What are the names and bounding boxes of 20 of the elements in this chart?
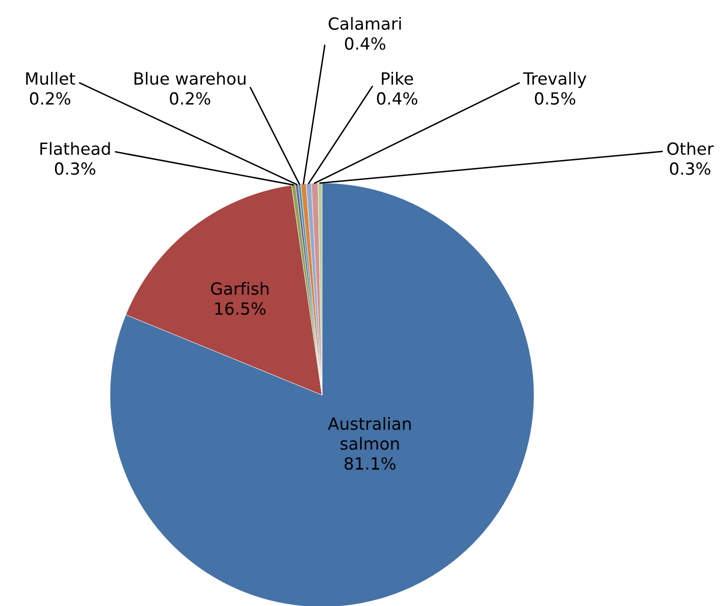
slice-label: Blue warehou — [134, 72, 246, 85]
data-label: 0.3% — [54, 162, 96, 175]
pie-slice — [126, 185, 322, 396]
data-label: 16.5% — [215, 302, 266, 315]
data-label: 81.1% — [344, 457, 396, 470]
data-label: 0.2% — [170, 92, 210, 105]
data-label: 0.5% — [534, 92, 576, 105]
data-label: 0.3% — [670, 162, 710, 175]
slice-label: Trevally — [523, 72, 586, 88]
slice-label: Calamari — [328, 17, 401, 30]
pie-slice — [110, 182, 534, 606]
slice-label: Australian salmon — [328, 417, 411, 450]
slice-label: Pike — [382, 72, 413, 85]
slice-label: Other — [667, 142, 714, 155]
slice-label: Flathead — [40, 142, 110, 155]
slice-label: Garfish — [211, 282, 268, 295]
data-label: 0.4% — [377, 92, 418, 105]
data-label: 0.4% — [344, 37, 386, 50]
slice-label: Mullet — [26, 72, 76, 85]
data-label: 0.2% — [30, 92, 70, 105]
